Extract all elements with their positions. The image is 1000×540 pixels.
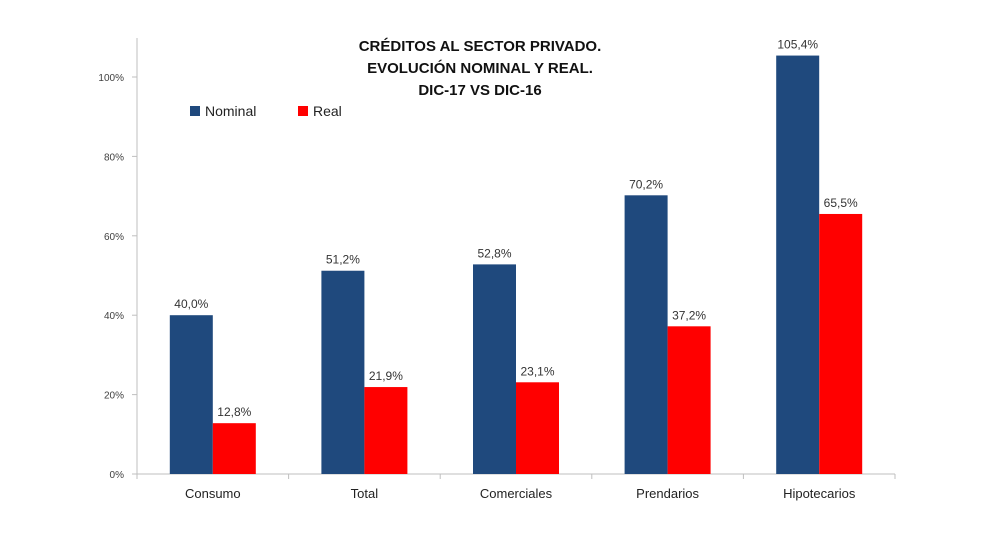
legend-swatch-real bbox=[298, 106, 308, 116]
legend: Nominal Real bbox=[190, 103, 342, 119]
bar-real-consumo bbox=[212, 423, 256, 474]
legend-label-nominal: Nominal bbox=[205, 103, 256, 119]
x-category-label: Total bbox=[351, 486, 379, 501]
legend-swatch-nominal bbox=[190, 106, 200, 116]
data-label-nominal: 40,0% bbox=[174, 297, 208, 311]
bar-real-comerciales bbox=[516, 382, 559, 474]
data-label-real: 21,9% bbox=[369, 369, 403, 383]
y-tick-label: 40% bbox=[104, 311, 124, 322]
y-tick-label: 0% bbox=[110, 470, 125, 481]
bar-real-hipotecarios bbox=[819, 213, 863, 474]
legend-label-real: Real bbox=[313, 103, 342, 119]
bar-real-prendarios bbox=[667, 326, 711, 474]
y-tick-label: 100% bbox=[98, 73, 124, 84]
data-label-nominal: 70,2% bbox=[629, 177, 663, 191]
bar-nominal-consumo bbox=[169, 315, 213, 474]
x-category-label: Consumo bbox=[185, 486, 241, 501]
bar-nominal-hipotecarios bbox=[776, 55, 820, 474]
chart-title-line-1: CRÉDITOS AL SECTOR PRIVADO. bbox=[359, 38, 602, 55]
data-label-real: 12,8% bbox=[217, 405, 251, 419]
bar-nominal-total bbox=[321, 270, 365, 474]
axes: 0% 20% 40% 60% 80% 100% Consumo Total Comerciale… bbox=[98, 38, 896, 501]
x-category-label: Comerciales bbox=[480, 486, 553, 501]
chart-title-line-3: DIC-17 VS DIC-16 bbox=[418, 82, 541, 99]
bar-nominal-comerciales bbox=[473, 264, 516, 474]
chart-title-line-2: EVOLUCIÓN NOMINAL Y REAL. bbox=[367, 59, 593, 77]
y-tick-label: 60% bbox=[104, 232, 124, 243]
y-tick-label: 80% bbox=[104, 152, 124, 163]
bar-real-total bbox=[364, 387, 408, 474]
data-label-nominal: 52,8% bbox=[477, 246, 511, 260]
bars bbox=[169, 55, 863, 474]
x-category-label: Hipotecarios bbox=[783, 486, 856, 501]
data-label-nominal: 51,2% bbox=[326, 253, 360, 267]
data-label-real: 65,5% bbox=[824, 196, 858, 210]
y-tick-label: 20% bbox=[104, 391, 124, 402]
data-labels: 40,0% 12,8% 51,2% 21,9% 52,8% 23,1% 70,2% 37,2%… bbox=[174, 38, 858, 420]
data-label-real: 23,1% bbox=[520, 364, 554, 378]
bar-nominal-prendarios bbox=[624, 195, 668, 474]
chart-title: CRÉDITOS AL SECTOR PRIVADO. EVOLUCIÓN NO… bbox=[359, 38, 602, 99]
data-label-real: 37,2% bbox=[672, 308, 706, 322]
x-category-label: Prendarios bbox=[636, 486, 699, 501]
data-label-nominal: 105,4% bbox=[777, 38, 818, 52]
